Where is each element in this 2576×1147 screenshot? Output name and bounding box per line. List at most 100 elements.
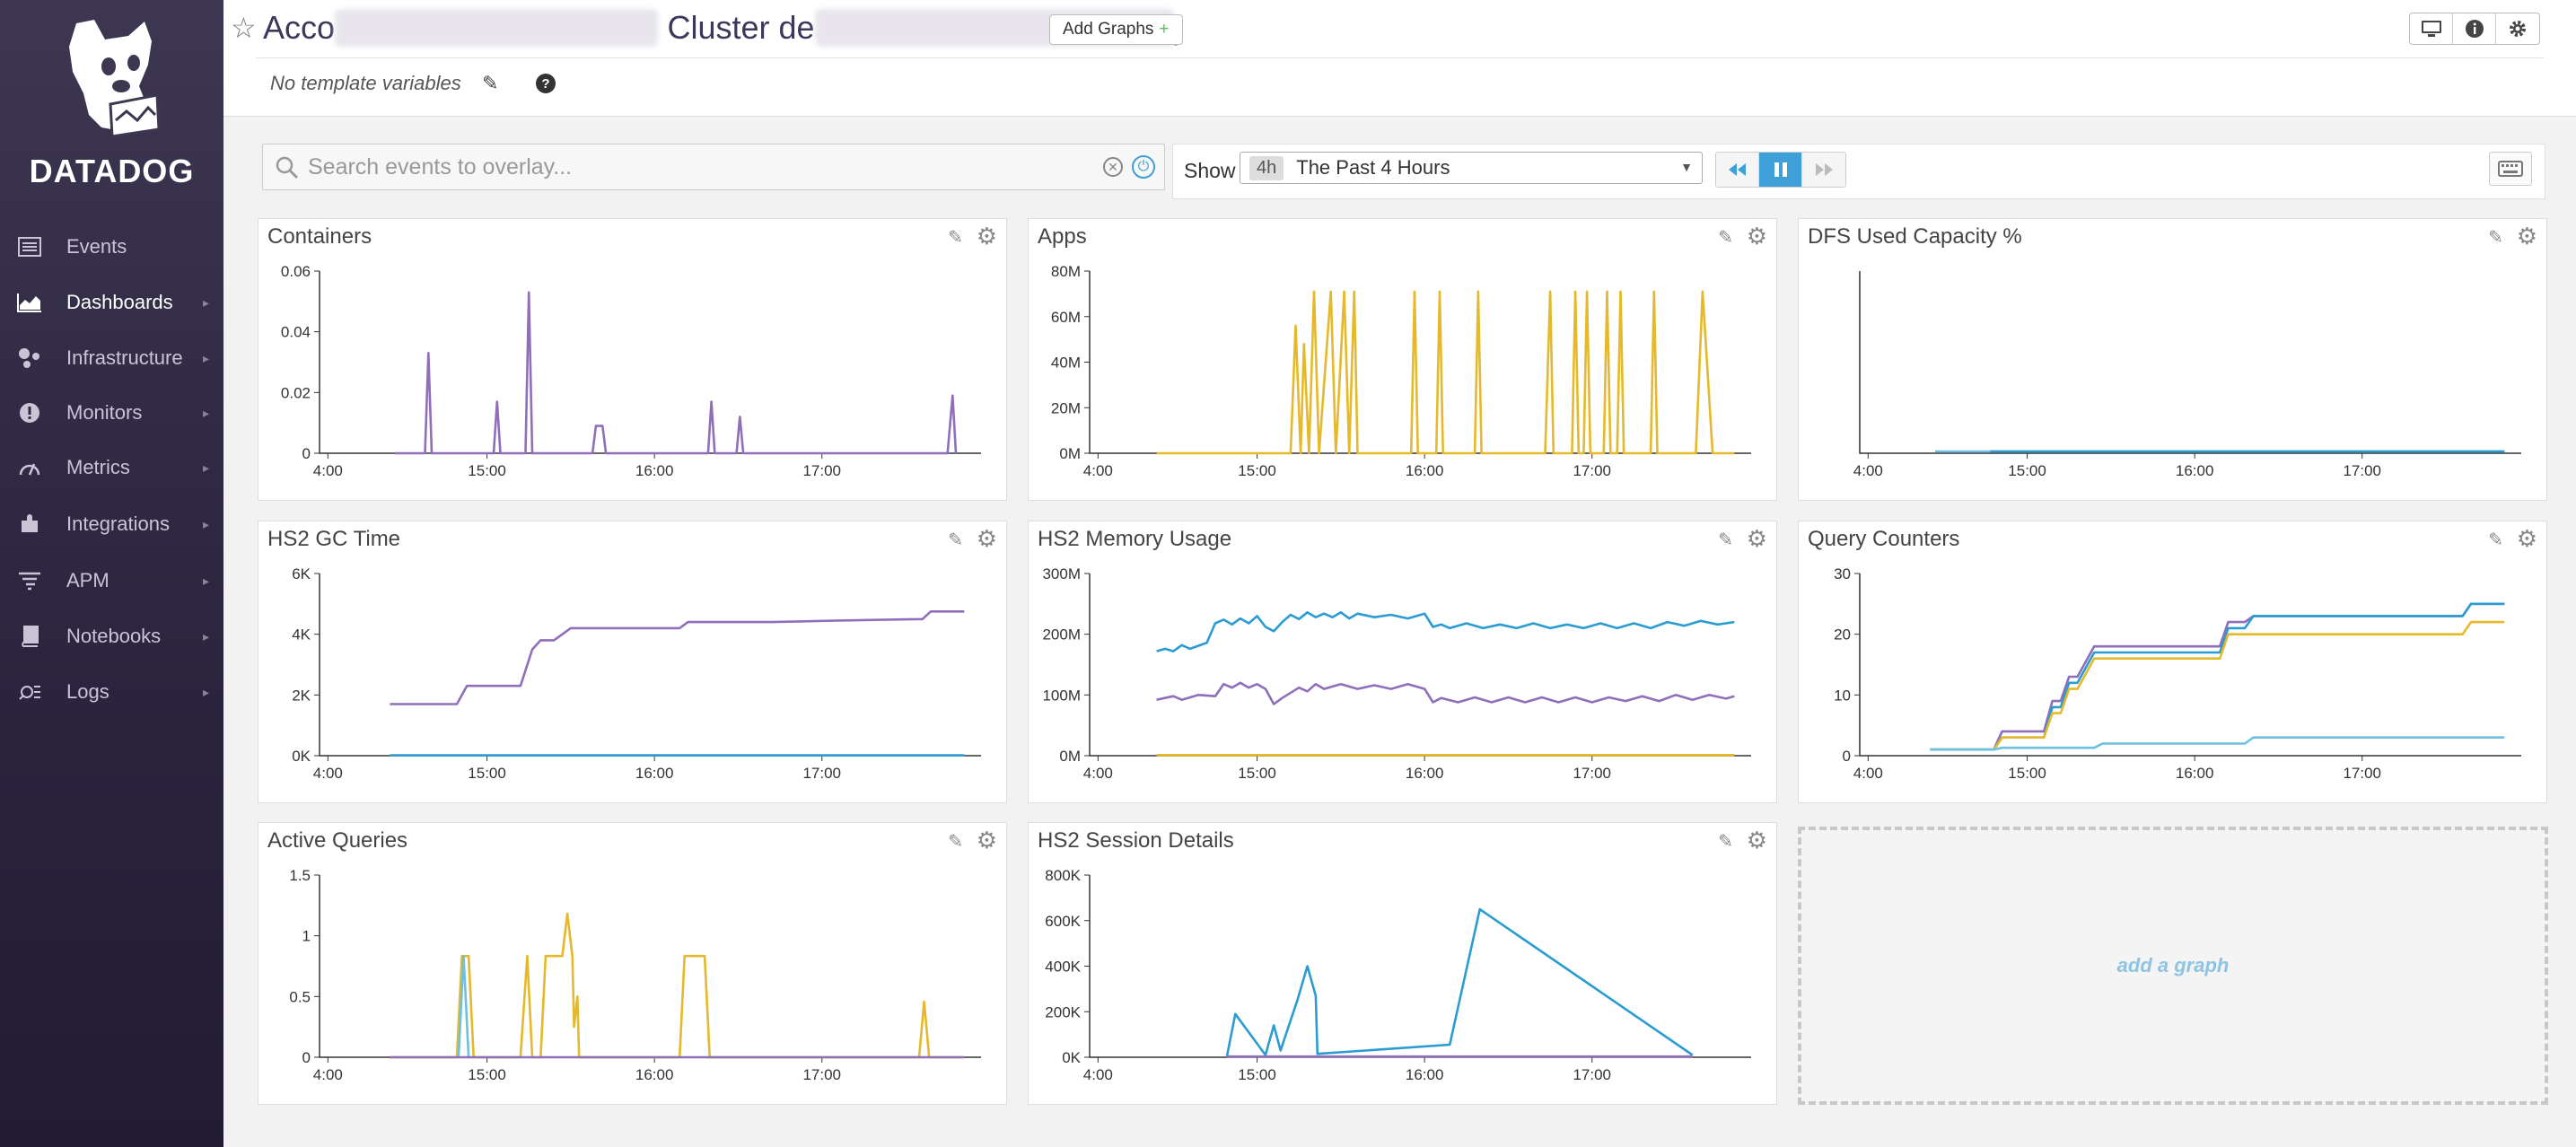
series-line-blue: [1156, 610, 1735, 652]
sidebar-item-integrations[interactable]: Integrations ▸: [0, 496, 223, 552]
sidebar-item-apm[interactable]: APM ▸: [0, 553, 223, 609]
x-tick-label: 4:00: [313, 462, 343, 479]
header-divider: [256, 57, 2544, 58]
power-toggle-icon[interactable]: ⏻: [1132, 155, 1155, 179]
pencil-icon[interactable]: ✎: [482, 72, 499, 94]
pencil-icon[interactable]: ✎: [948, 832, 963, 852]
chart-axis: [319, 271, 981, 454]
x-tick-label: 4:00: [313, 1066, 343, 1083]
y-tick-label: 0.02: [281, 384, 311, 401]
dashboard-header: ☆ Acco__________________ Cluster de_____…: [223, 0, 2576, 117]
pencil-icon[interactable]: ✎: [948, 228, 963, 248]
chevron-right-icon: ▸: [202, 628, 209, 644]
chevron-down-icon: ▼: [1680, 160, 1693, 174]
graph-widget[interactable]: DFS Used Capacity % ✎ ⚙ 4:00 15:00 16:00 17:00: [1798, 218, 2547, 501]
gear-icon[interactable]: ⚙: [976, 525, 997, 552]
sidebar-item-dashboards[interactable]: Dashboards ▸: [0, 275, 223, 330]
x-tick-label: 16:00: [2176, 462, 2214, 479]
gear-icon[interactable]: ⚙: [1746, 223, 1767, 250]
y-tick-label: 0M: [1059, 748, 1081, 765]
favorite-star-icon[interactable]: ☆: [231, 12, 257, 44]
x-tick-label: 15:00: [2008, 462, 2046, 479]
chevron-right-icon: ▸: [202, 405, 209, 420]
gear-icon[interactable]: ⚙: [976, 827, 997, 854]
sidebar-item-metrics[interactable]: Metrics ▸: [0, 440, 223, 495]
chart-axis: [1859, 574, 2521, 757]
x-tick-label: 17:00: [802, 1066, 841, 1083]
gear-icon[interactable]: ⚙: [1746, 525, 1767, 552]
infrastructure-icon: [16, 345, 43, 372]
chart-area: 0.06 0.04 0.02 04:00 15:00 16:00 17:00: [281, 263, 981, 479]
sidebar-item-events[interactable]: Events: [0, 219, 223, 275]
help-icon[interactable]: ?: [536, 74, 556, 93]
graph-widget[interactable]: HS2 GC Time ✎ ⚙ 6K 4K 2K 0K 4:00 15:00 16:00 17:00: [258, 521, 1007, 803]
series-line-blue: [1930, 602, 2505, 751]
gear-icon[interactable]: ⚙: [2516, 525, 2537, 552]
x-tick-label: 16:00: [2176, 765, 2214, 782]
pencil-icon[interactable]: ✎: [1718, 832, 1733, 852]
gear-icon[interactable]: ⚙: [976, 223, 997, 250]
timeframe-label: The Past 4 Hours: [1296, 156, 1450, 179]
y-tick-label: 400K: [1045, 959, 1081, 976]
pencil-icon[interactable]: ✎: [1718, 228, 1733, 248]
sidebar-item-infrastructure[interactable]: Infrastructure ▸: [0, 330, 223, 386]
dog-logo-icon: [68, 20, 161, 138]
chevron-right-icon: ▸: [202, 516, 209, 531]
dashboards-icon: [16, 289, 43, 316]
playback-controls: [1715, 152, 1846, 188]
graph-widget[interactable]: Query Counters ✎ ⚙ 30 20 10 0 4:00 15:00 16:00 17:…: [1798, 521, 2547, 803]
pencil-icon[interactable]: ✎: [2488, 228, 2503, 248]
y-tick-label: 6K: [292, 565, 311, 582]
graph-widget[interactable]: HS2 Memory Usage ✎ ⚙ 300M 200M 100M 0M 4:00 15:0…: [1028, 521, 1777, 803]
timeframe-select[interactable]: 4h The Past 4 Hours ▼: [1240, 152, 1703, 184]
add-graph-placeholder[interactable]: add a graph: [1798, 827, 2548, 1105]
keyboard-shortcuts-button[interactable]: [2489, 152, 2532, 186]
pencil-icon[interactable]: ✎: [948, 530, 963, 550]
pause-button[interactable]: [1759, 153, 1802, 187]
pencil-icon[interactable]: ✎: [1718, 530, 1733, 550]
clear-search-icon[interactable]: ✕: [1103, 157, 1123, 177]
gear-icon[interactable]: ⚙: [1746, 827, 1767, 854]
x-tick-label: 16:00: [635, 462, 674, 479]
graph-widget[interactable]: Active Queries ✎ ⚙ 1.5 1 0.5 0 4:00 15:00 16:00 17…: [258, 822, 1007, 1105]
chart-area: 4:00 15:00 16:00 17:00: [1853, 271, 2521, 479]
search-input[interactable]: [308, 152, 1071, 182]
series-line-lightblue: [457, 954, 470, 1058]
x-tick-label: 15:00: [2008, 765, 2046, 782]
sidebar-item-label: Logs: [66, 680, 110, 703]
widget-title: Query Counters: [1808, 527, 1960, 551]
gear-icon[interactable]: ⚙: [2516, 223, 2537, 250]
page-title[interactable]: Acco__________________ Cluster de_______…: [263, 9, 1185, 47]
chevron-right-icon: ▸: [202, 460, 209, 475]
pencil-icon[interactable]: ✎: [2488, 530, 2503, 550]
graph-widget[interactable]: Apps ✎ ⚙ 80M 60M 40M 20M 0M 4:00 15:00 16:00 17:00: [1028, 218, 1777, 501]
x-tick-label: 16:00: [635, 1066, 674, 1083]
add-graphs-button[interactable]: Add Graphs +: [1049, 14, 1183, 45]
chart-axis: [1089, 875, 1751, 1058]
series-line-yellow: [390, 912, 965, 1059]
graph-widget[interactable]: Containers ✎ ⚙ 0.06 0.04 0.02 0 4:00 15:00 16:00 1…: [258, 218, 1007, 501]
show-label: Show: [1184, 159, 1236, 182]
graph-widget[interactable]: HS2 Session Details ✎ ⚙ 800K 600K 400K 200K 0K 4…: [1028, 822, 1777, 1105]
brand-wordmark: DATADOG: [29, 153, 195, 189]
sidebar-item-monitors[interactable]: Monitors ▸: [0, 385, 223, 441]
chart-axis: [319, 574, 981, 757]
chart-axis: [319, 875, 981, 1058]
x-tick-label: 4:00: [1083, 765, 1113, 782]
sidebar-item-logs[interactable]: Logs ▸: [0, 664, 223, 720]
fast-forward-button[interactable]: [1802, 153, 1845, 187]
series-line-purple: [1156, 681, 1735, 705]
tv-mode-button[interactable]: [2410, 13, 2453, 44]
sidebar-item-notebooks[interactable]: Notebooks ▸: [0, 609, 223, 664]
settings-button[interactable]: [2496, 13, 2539, 44]
chart-axis: [1089, 574, 1751, 757]
y-tick-label: 200K: [1045, 1003, 1081, 1020]
y-tick-label: 30: [1834, 565, 1851, 582]
plus-icon: +: [1159, 20, 1170, 39]
y-tick-label: 0K: [292, 748, 311, 765]
series-line-yellow: [1156, 290, 1735, 455]
rewind-button[interactable]: [1716, 153, 1759, 187]
datadog-logo[interactable]: DATADOG: [0, 14, 223, 189]
info-button[interactable]: [2453, 13, 2496, 44]
y-tick-label: 4K: [292, 626, 311, 644]
